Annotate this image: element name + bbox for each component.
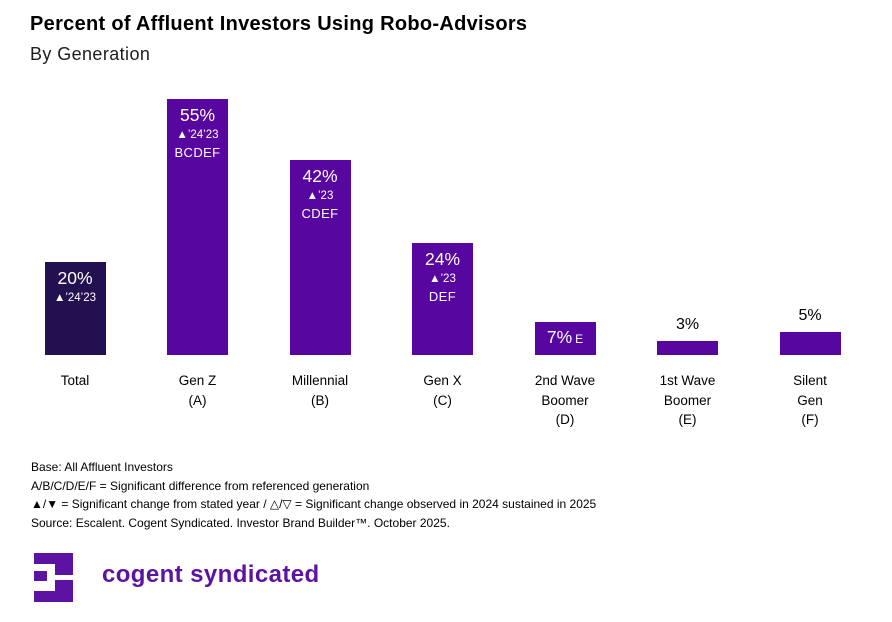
category-label-line: Total: [60, 373, 90, 388]
logo-middle-shape: [34, 571, 47, 581]
cogent-logo-icon: [34, 553, 73, 602]
footnotes: Base: All Affluent Investors A/B/C/D/E/F…: [31, 458, 596, 533]
category-label: Total: [17, 371, 133, 391]
bar-value-label: 3%: [675, 316, 700, 333]
logo-bottom-shape: [34, 580, 73, 602]
bar-label-stack: 42% ▲’23 CDEF: [290, 160, 351, 222]
bar-label-stack: 20% ▲’24’23: [45, 262, 106, 307]
category-label-line: (D): [555, 412, 575, 427]
bar-label-stack: 7% E: [535, 322, 596, 355]
bar-change-label: ▲’24’23: [53, 292, 97, 304]
category-label-line: (A): [188, 392, 207, 408]
category-label: Gen X (C): [385, 371, 501, 410]
category-label-line: Gen Z: [178, 373, 217, 388]
bar-value-label: 20%: [57, 268, 93, 288]
category-label: Gen Z (A): [140, 371, 256, 410]
category-label-line: Millennial: [291, 373, 349, 388]
bar-sig-letters: E: [575, 332, 584, 347]
category-label-line: Silent: [793, 373, 827, 388]
category-label-line: Boomer: [663, 392, 712, 408]
bar: [657, 341, 718, 355]
chart-title: Percent of Affluent Investors Using Robo…: [30, 13, 528, 35]
category-label-line: (F): [801, 412, 819, 427]
bar-label-stack: 24% ▲’23 DEF: [412, 243, 473, 305]
bar-value-label: 7%: [546, 327, 573, 348]
category-label-line: Gen X: [423, 373, 462, 388]
footnote-sig-symbols: ▲/▼ = Significant change from stated yea…: [31, 497, 597, 512]
bar-label-stack: 55% ▲’24’23 BCDEF: [167, 99, 228, 161]
bar: [289, 159, 351, 355]
bar-change-label: ▲’23: [429, 273, 456, 286]
bar: [167, 99, 228, 355]
category-label: 1st Wave Boomer (E): [630, 371, 746, 430]
bar-change-label: ▲’23: [306, 189, 334, 202]
footnote-sig-letters: A/B/C/D/E/F = Significant difference fro…: [31, 478, 370, 493]
footnote-source: Source: Escalent. Cogent Syndicated. Inv…: [31, 516, 450, 531]
bar: [412, 243, 473, 355]
bar: [779, 331, 841, 355]
category-label: 2nd Wave Boomer (D): [507, 371, 623, 430]
bar-value-label: 55%: [179, 105, 216, 126]
bar-sig-letters: CDEF: [301, 205, 339, 221]
category-label-line: (B): [311, 392, 329, 408]
bar-sig-letters: DEF: [428, 289, 457, 305]
category-label-line: 1st Wave: [659, 373, 716, 388]
chart-subtitle: By Generation: [30, 44, 151, 64]
category-label-line: Gen: [797, 392, 823, 408]
bar-value-label: 24%: [424, 249, 461, 270]
category-label: Silent Gen (F): [752, 371, 868, 430]
category-label-line: (E): [678, 412, 697, 427]
bar-sig-letters: BCDEF: [174, 145, 221, 161]
bar-value-label: 42%: [302, 165, 338, 186]
bar-change-label: ▲’24’23: [176, 129, 219, 142]
bar: [534, 322, 596, 355]
category-label-line: Boomer: [541, 392, 589, 408]
category-label: Millennial (B): [262, 371, 378, 410]
bar-value-label: 5%: [798, 306, 822, 324]
cogent-logo-text: cogent syndicated: [102, 561, 320, 588]
footnote-base: Base: All Affluent Investors: [31, 460, 173, 474]
logo-top-shape: [34, 553, 73, 575]
bar: [44, 262, 106, 355]
category-label-line: (C): [433, 392, 452, 408]
category-label-line: 2nd Wave: [534, 373, 596, 388]
